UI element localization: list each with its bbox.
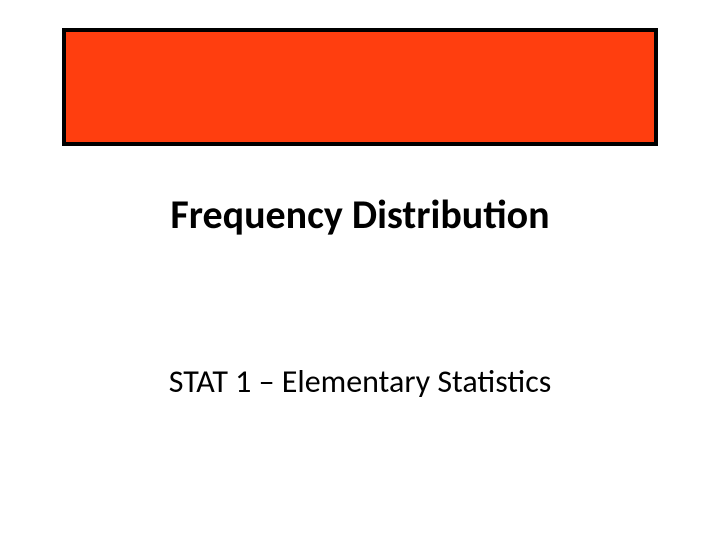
slide-title: Frequency Distribution: [0, 190, 720, 239]
slide-subtitle: STAT 1 – Elementary Statistics: [0, 362, 720, 401]
banner-rectangle: [62, 28, 658, 146]
